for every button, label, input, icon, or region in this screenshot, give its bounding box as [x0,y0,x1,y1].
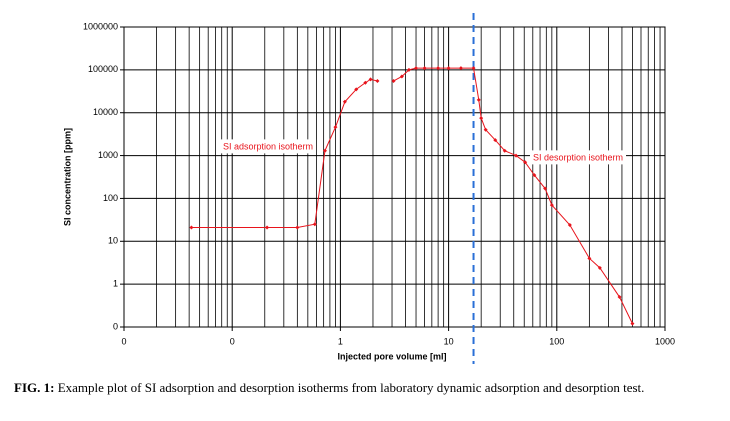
data-point [436,66,441,71]
x-tick-label: 0 [121,336,126,346]
y-tick-label: 10 [108,236,118,246]
plot-frame [123,26,666,328]
data-point [479,116,484,121]
x-axis-label: Injected pore volume [ml] [337,351,446,361]
y-tick-label: 10000 [93,107,118,117]
data-point [354,87,359,92]
data-point [543,186,548,191]
annotation-box [529,150,627,165]
caption: FIG. 1: Example plot of SI adsorption an… [14,379,719,397]
data-point [567,222,572,227]
data-point [476,97,481,102]
caption-text: Example plot of SI adsorption and desorp… [57,380,645,395]
data-point [399,74,404,79]
data-point [312,222,317,227]
y-axis-label: SI concentration [ppm] [62,128,72,226]
data-point [322,148,327,153]
data-point [483,127,488,132]
series-line [393,67,633,324]
data-point [333,125,338,130]
data-point [514,153,519,158]
y-tick-label: 100000 [88,64,118,74]
data-point [597,265,602,270]
data-point [587,256,592,261]
data-point [375,78,380,83]
annotation: SI desorption isotherm [533,152,623,162]
data-point [265,225,270,230]
y-tick-label: 0 [113,321,118,331]
series-line [191,78,378,228]
data-point [189,225,194,230]
data-point [493,138,498,143]
x-tick-label: 1000 [655,336,675,346]
annotation: SI adsorption isotherm [223,141,313,151]
data-point [502,148,507,153]
data-point [406,67,411,72]
chart: Injected pore volume [ml] SI concentrati… [62,13,675,364]
data-point [532,173,537,178]
data-point [368,77,373,82]
data-point [363,80,368,85]
data-point [617,295,622,300]
data-point [295,225,300,230]
data-point [630,321,635,326]
y-tick-label: 1 [113,279,118,289]
x-tick-label: 1 [338,336,343,346]
y-tick-label: 100 [103,193,118,203]
data-point [342,99,347,104]
caption-label: FIG. 1: [14,380,55,395]
data-point [391,78,396,83]
data-point [414,66,419,71]
data-point [471,66,476,71]
data-point [446,66,451,71]
y-tick-label: 1000000 [83,21,118,31]
data-point [458,66,463,71]
data-point [422,66,427,71]
x-tick-label: 10 [444,336,454,346]
data-point [523,160,528,165]
y-tick-label: 1000 [98,150,118,160]
data-point [549,203,554,208]
annotation-box [219,139,317,154]
x-tick-label: 0 [230,336,235,346]
x-tick-label: 100 [549,336,564,346]
